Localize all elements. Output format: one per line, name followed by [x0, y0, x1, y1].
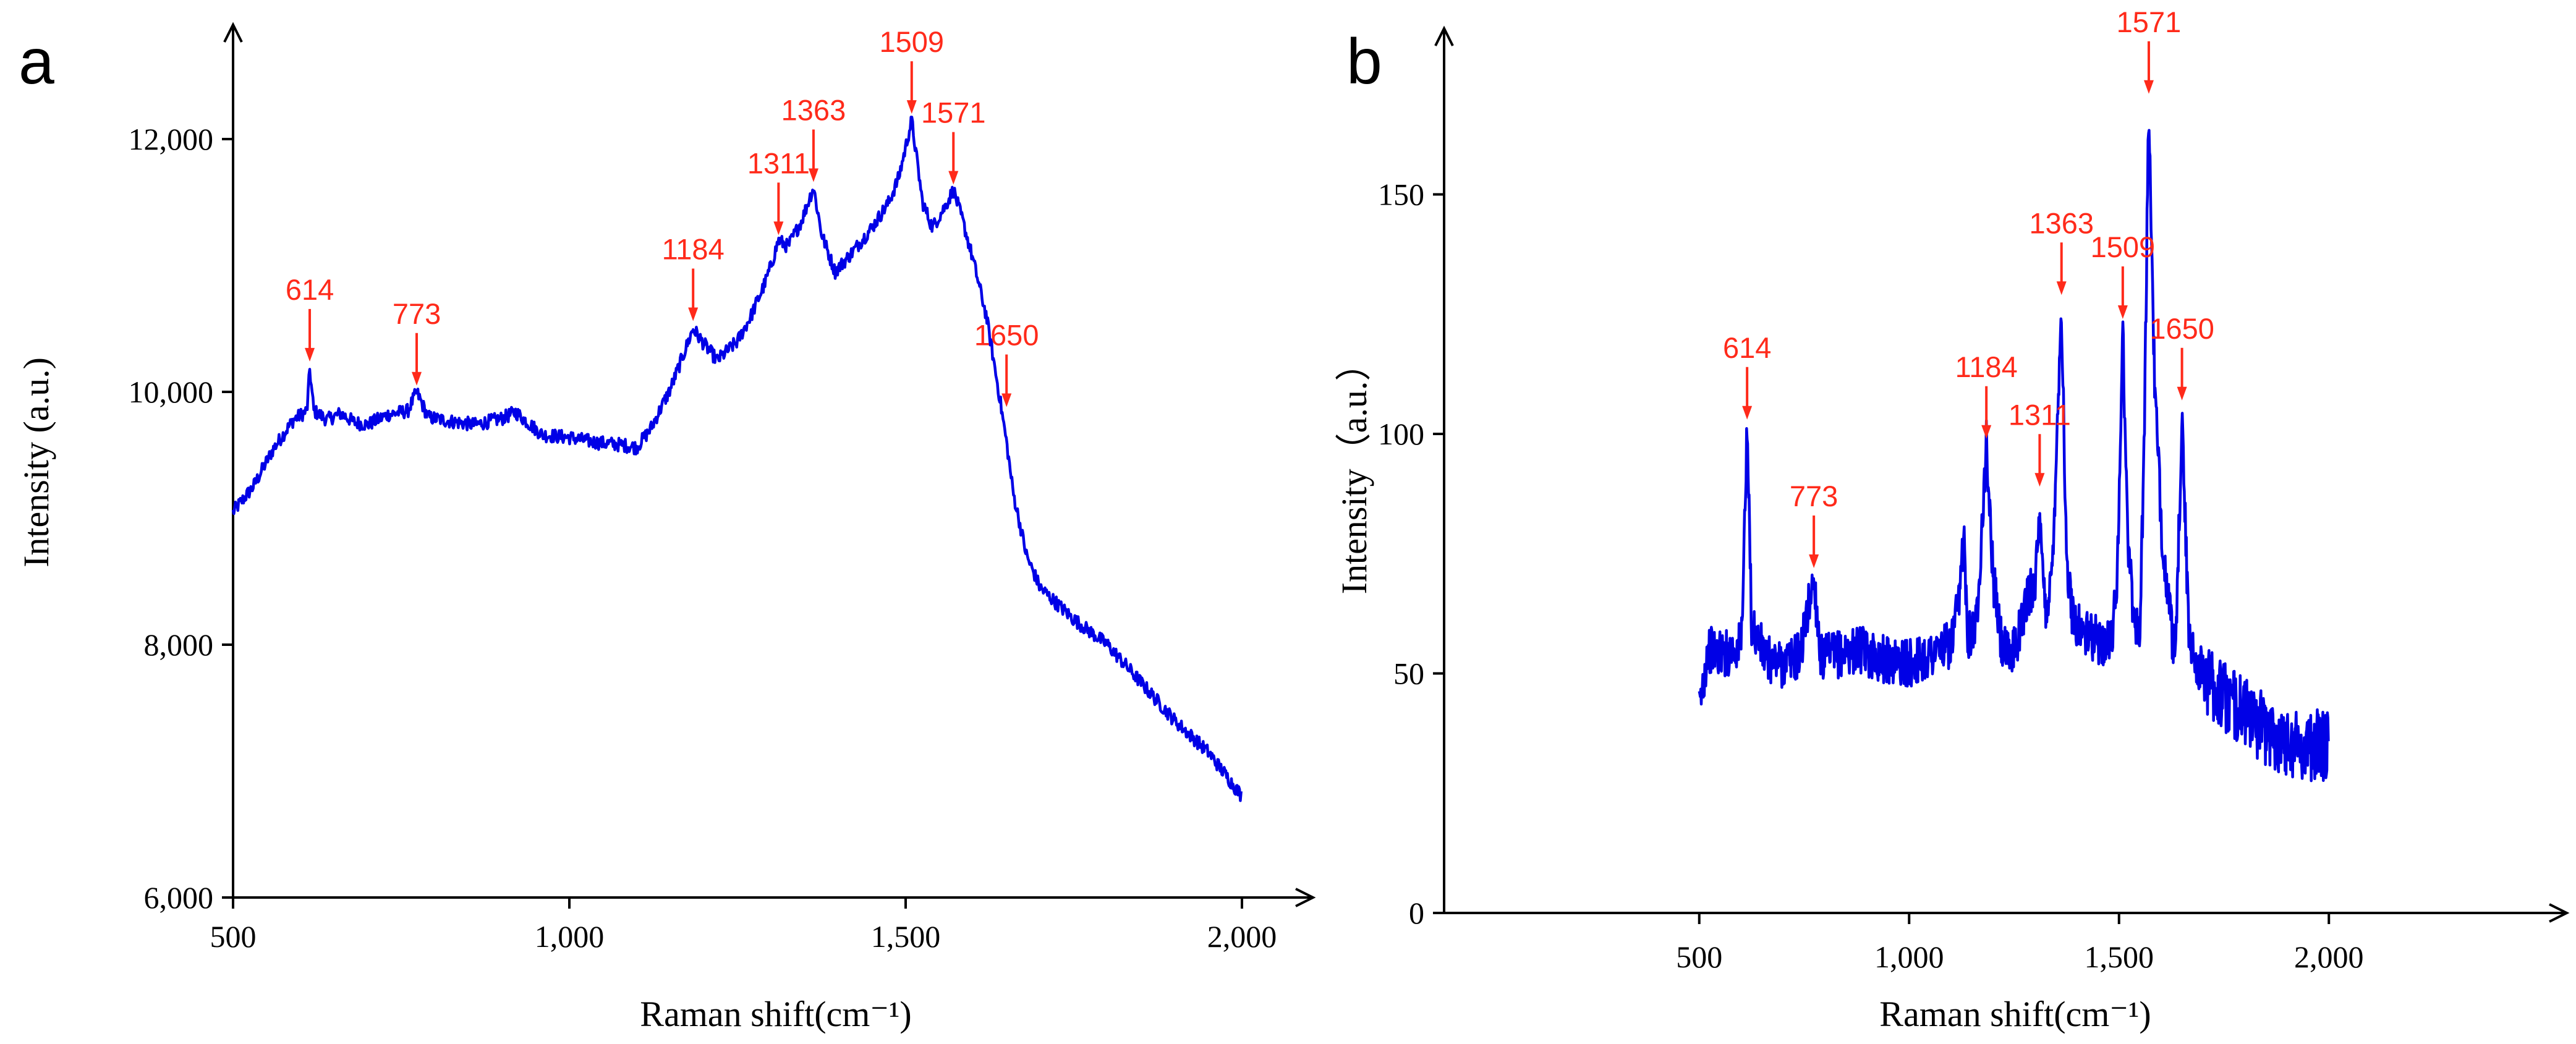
x-tick-label-a-3: 2,000 [1207, 919, 1277, 954]
x-tick-label-b-2: 1,500 [2085, 940, 2154, 974]
peak-annotation-b-1571: 1571 [2117, 6, 2182, 94]
x-tick-label-a-0: 500 [210, 919, 257, 954]
y-tick-label-b-3: 150 [1378, 177, 1424, 212]
peak-label-a-1650: 1650 [974, 319, 1039, 352]
peak-label-b-773: 773 [1790, 480, 1838, 512]
panel-a: a 500 1,000 1,500 2,000 6,000 8,000 10,000 12,0… [16, 22, 1316, 1034]
y-tick-label-a-1: 8,000 [144, 627, 214, 662]
x-tick-label-a-1: 1,000 [535, 919, 605, 954]
x-tick-label-a-2: 1,500 [871, 919, 941, 954]
peak-label-b-1509: 1509 [2091, 231, 2156, 263]
y-tick-label-b-2: 100 [1378, 417, 1424, 451]
peak-label-b-1311: 1311 [2009, 398, 2071, 431]
peak-annotation-b-1363: 1363 [2029, 206, 2094, 295]
peak-annotation-b-1650: 1650 [2149, 312, 2214, 401]
spectrum-line-b [1698, 129, 2330, 783]
x-axis-arrow-a [1295, 888, 1316, 907]
x-tick-label-b-3: 2,000 [2294, 940, 2364, 974]
peak-annotation-a-773: 773 [393, 297, 441, 386]
y-axis-arrow-a [223, 22, 243, 43]
peak-annotation-b-1509: 1509 [2091, 231, 2156, 319]
peak-label-b-1650: 1650 [2149, 312, 2214, 345]
y-axis-title-b: Intensity（a.u.） [1334, 346, 1374, 595]
peak-label-a-1571: 1571 [921, 96, 986, 129]
peak-annotation-a-1571: 1571 [921, 96, 986, 185]
peak-label-a-1363: 1363 [781, 94, 846, 127]
x-tick-label-b-0: 500 [1676, 940, 1722, 974]
x-axis-arrow-b [2549, 903, 2570, 923]
peak-label-b-614: 614 [1723, 331, 1771, 364]
peak-label-a-773: 773 [393, 297, 441, 330]
peak-annotation-a-1509: 1509 [880, 25, 945, 114]
panel-letter-a: a [19, 26, 54, 98]
peak-label-b-1571: 1571 [2117, 6, 2182, 38]
peak-annotation-a-1650: 1650 [974, 319, 1039, 407]
peak-annotation-a-1311: 1311 [747, 146, 810, 236]
y-tick-label-a-2: 10,000 [129, 375, 214, 409]
y-tick-label-b-1: 50 [1393, 656, 1424, 691]
peak-annotation-b-614: 614 [1723, 331, 1771, 420]
y-tick-label-b-0: 0 [1409, 896, 1424, 930]
x-axis-title-a: Raman shift(cm⁻¹) [640, 994, 911, 1034]
peak-label-b-1363: 1363 [2029, 206, 2094, 239]
peak-label-a-1184: 1184 [662, 232, 725, 265]
peak-annotation-b-1311: 1311 [2009, 398, 2071, 487]
x-tick-label-b-1: 1,000 [1874, 940, 1944, 974]
panel-letter-b: b [1346, 26, 1382, 98]
peak-annotation-a-614: 614 [286, 273, 334, 362]
peak-annotation-a-1363: 1363 [781, 94, 846, 182]
x-axis-title-b: Raman shift(cm⁻¹) [1879, 994, 2151, 1034]
peak-annotation-a-1184: 1184 [662, 232, 725, 321]
peak-label-a-1509: 1509 [880, 25, 945, 58]
y-axis-title-a: Intensity (a.u.) [16, 357, 56, 567]
peak-annotation-b-1184: 1184 [1955, 350, 2018, 439]
peak-label-a-614: 614 [286, 273, 334, 306]
peak-label-b-1184: 1184 [1955, 350, 2018, 383]
spectrum-line-a [231, 116, 1243, 802]
y-tick-label-a-3: 12,000 [129, 122, 214, 156]
peak-annotation-b-773: 773 [1790, 480, 1838, 568]
y-axis-arrow-b [1434, 25, 1454, 46]
y-tick-label-a-0: 6,000 [144, 880, 214, 915]
panel-b: b 500 1,000 1,500 2,000 0 50 100 150 614 773 1184… [1334, 6, 2570, 1034]
peak-label-a-1311: 1311 [747, 146, 810, 179]
